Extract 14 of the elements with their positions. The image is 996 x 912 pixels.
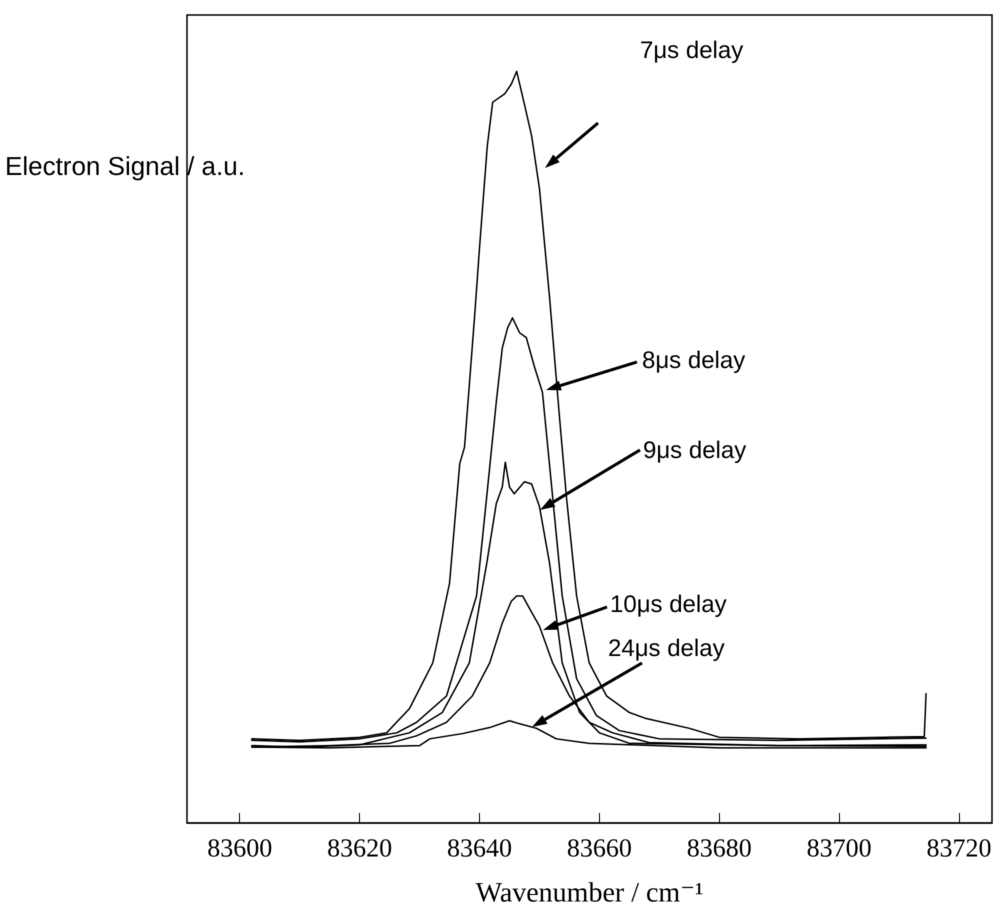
x-tick-label: 83600	[207, 834, 272, 862]
annotation: 8μs delay	[642, 347, 746, 374]
x-tick-label: 83620	[327, 834, 392, 862]
x-tick-label: 83720	[926, 834, 992, 862]
x-tick-label: 83660	[566, 834, 632, 862]
annotation: 10μs delay	[610, 591, 727, 618]
x-tick-label: 83680	[686, 834, 752, 862]
text: 7μs delay	[640, 37, 744, 64]
y-axis-title: Electron Signal / a.u.	[5, 151, 245, 181]
x-tick-label: 83700	[806, 834, 872, 862]
annotation: 9μs delay	[643, 437, 746, 464]
x-tick-label: 83640	[447, 834, 512, 862]
annotation: 24μs delay	[608, 635, 725, 662]
x-axis-title: Wavenumber / cm⁻¹	[476, 878, 704, 908]
